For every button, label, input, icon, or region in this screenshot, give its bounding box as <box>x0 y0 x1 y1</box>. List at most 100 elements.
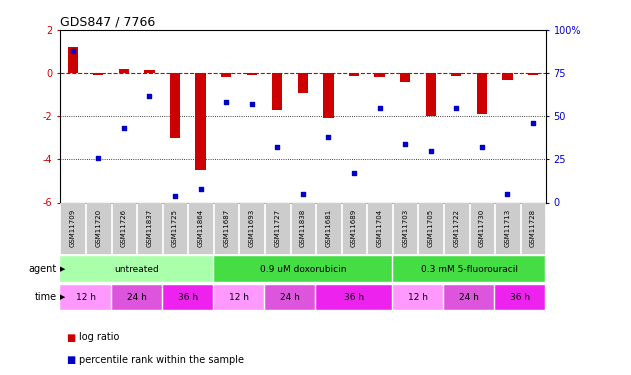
Point <box>272 144 282 150</box>
Text: agent: agent <box>28 264 57 274</box>
Point <box>349 170 359 176</box>
Text: 24 h: 24 h <box>280 292 300 302</box>
Bar <box>291 203 315 255</box>
Text: log ratio: log ratio <box>79 333 119 342</box>
Bar <box>163 285 213 310</box>
Text: GSM11703: GSM11703 <box>402 209 408 247</box>
Text: GSM11704: GSM11704 <box>377 209 382 247</box>
Text: GSM11713: GSM11713 <box>504 209 510 247</box>
Point <box>93 154 103 160</box>
Bar <box>214 256 392 282</box>
Text: GDS847 / 7766: GDS847 / 7766 <box>60 16 155 29</box>
Bar <box>393 203 418 255</box>
Bar <box>393 285 443 310</box>
Bar <box>196 73 206 170</box>
Text: GSM11837: GSM11837 <box>146 209 153 247</box>
Text: 24 h: 24 h <box>459 292 479 302</box>
Text: 12 h: 12 h <box>229 292 249 302</box>
Text: 0.3 mM 5-fluorouracil: 0.3 mM 5-fluorouracil <box>421 265 517 274</box>
Text: GSM11687: GSM11687 <box>223 209 229 247</box>
Text: 12 h: 12 h <box>408 292 428 302</box>
Text: 36 h: 36 h <box>510 292 530 302</box>
Point <box>196 186 206 192</box>
Text: 12 h: 12 h <box>76 292 95 302</box>
Bar <box>400 73 410 82</box>
Bar <box>221 73 232 78</box>
Point <box>426 148 436 154</box>
Bar <box>61 256 213 282</box>
Point <box>528 120 538 126</box>
Bar <box>112 203 136 255</box>
Bar <box>112 285 162 310</box>
Bar <box>323 73 334 118</box>
Bar <box>163 203 187 255</box>
Text: untreated: untreated <box>114 265 159 274</box>
Point <box>221 99 231 105</box>
Bar <box>477 73 487 114</box>
Bar <box>393 256 545 282</box>
Bar <box>495 203 520 255</box>
Text: percentile rank within the sample: percentile rank within the sample <box>79 355 244 365</box>
Text: 36 h: 36 h <box>344 292 364 302</box>
Text: ■: ■ <box>66 333 76 342</box>
Bar <box>214 203 239 255</box>
Point <box>477 144 487 150</box>
Text: ■: ■ <box>66 355 76 365</box>
Text: GSM11864: GSM11864 <box>198 209 204 247</box>
Point <box>68 48 78 54</box>
Text: GSM11727: GSM11727 <box>274 209 280 247</box>
Text: GSM11722: GSM11722 <box>453 209 459 247</box>
Bar <box>521 203 545 255</box>
Bar <box>444 203 469 255</box>
Bar <box>342 203 367 255</box>
Bar <box>349 73 359 76</box>
Bar <box>68 47 78 73</box>
Text: GSM11730: GSM11730 <box>479 209 485 247</box>
Bar <box>367 203 392 255</box>
Text: GSM11693: GSM11693 <box>249 209 255 247</box>
Text: GSM11720: GSM11720 <box>95 209 102 247</box>
Text: ▶: ▶ <box>60 294 66 300</box>
Bar <box>86 203 110 255</box>
Text: 0.9 uM doxorubicin: 0.9 uM doxorubicin <box>259 265 346 274</box>
Bar <box>61 285 110 310</box>
Point <box>451 105 461 111</box>
Text: GSM11726: GSM11726 <box>121 209 127 247</box>
Bar <box>265 285 315 310</box>
Bar <box>93 73 103 75</box>
Bar <box>444 285 494 310</box>
Text: 24 h: 24 h <box>127 292 146 302</box>
Bar <box>316 203 341 255</box>
Bar <box>495 285 545 310</box>
Bar <box>214 285 264 310</box>
Bar <box>469 203 494 255</box>
Bar <box>298 73 308 93</box>
Bar <box>239 203 264 255</box>
Point <box>375 105 385 111</box>
Bar <box>374 73 385 78</box>
Point <box>400 141 410 147</box>
Bar <box>418 203 443 255</box>
Point <box>502 191 512 197</box>
Point <box>247 101 257 107</box>
Bar <box>144 70 155 73</box>
Text: GSM11838: GSM11838 <box>300 209 306 247</box>
Bar <box>502 73 512 80</box>
Point <box>144 93 155 99</box>
Text: GSM11689: GSM11689 <box>351 209 357 247</box>
Text: GSM11705: GSM11705 <box>428 209 433 247</box>
Bar <box>247 73 257 75</box>
Bar <box>137 203 162 255</box>
Text: 36 h: 36 h <box>178 292 198 302</box>
Text: time: time <box>35 292 57 302</box>
Text: ▶: ▶ <box>60 266 66 272</box>
Text: GSM11728: GSM11728 <box>530 209 536 247</box>
Point <box>324 134 334 140</box>
Text: GSM11709: GSM11709 <box>70 209 76 247</box>
Bar <box>61 203 85 255</box>
Text: GSM11725: GSM11725 <box>172 209 178 247</box>
Bar <box>451 73 461 76</box>
Point <box>170 193 180 199</box>
Bar <box>119 69 129 73</box>
Bar <box>170 73 180 138</box>
